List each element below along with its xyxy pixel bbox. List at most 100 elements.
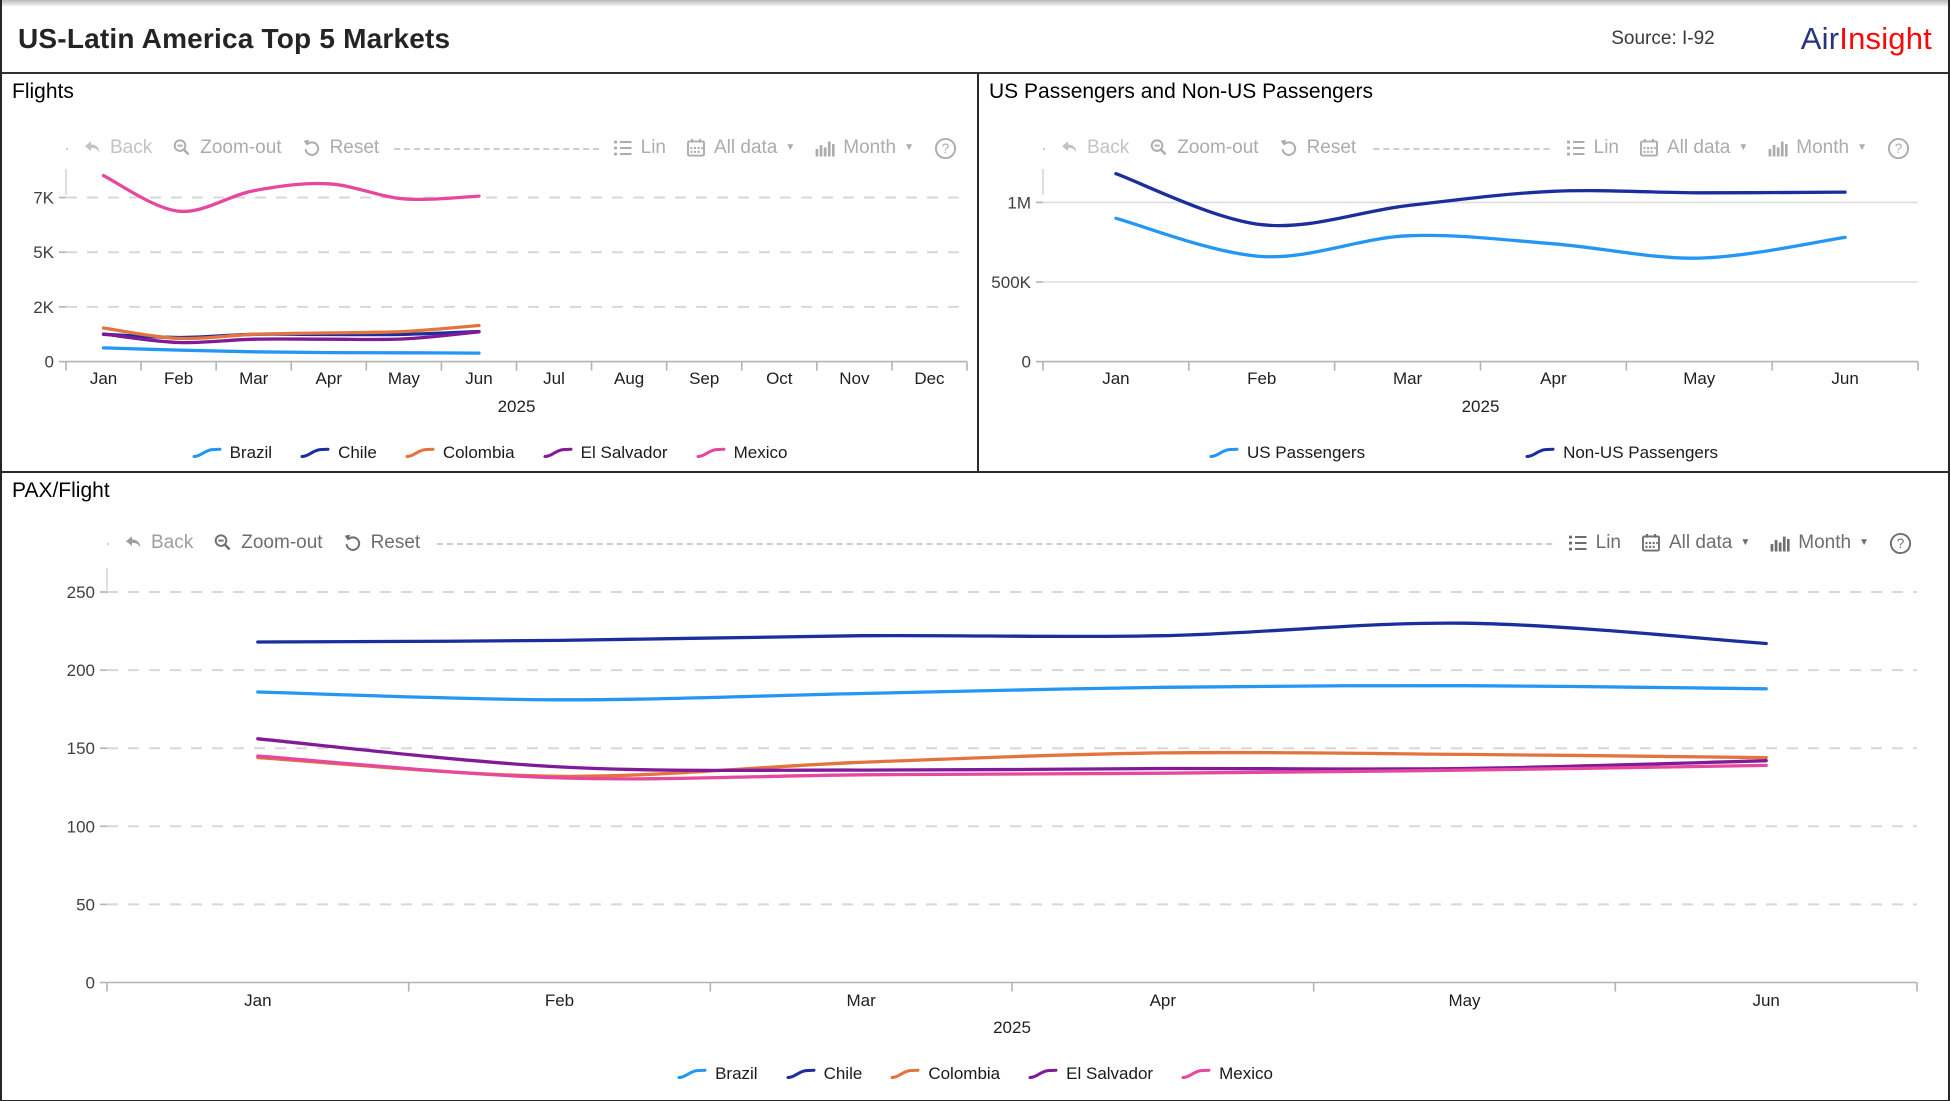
help-button[interactable]: ? xyxy=(924,134,967,162)
series-line-us-passengers xyxy=(1114,216,1847,260)
reset-button[interactable]: Reset xyxy=(291,135,390,161)
series-line-brazil xyxy=(101,346,481,355)
x-axis-label: Oct xyxy=(766,369,793,388)
month-button[interactable]: Month ▼ xyxy=(1760,530,1879,556)
legend-label: Non-US Passengers xyxy=(1563,443,1719,462)
calendar-icon xyxy=(1642,534,1660,552)
list-icon xyxy=(1568,535,1587,551)
legend-item-colombia[interactable]: Colombia xyxy=(890,1064,1001,1084)
x-axis-label: Apr xyxy=(1540,369,1567,388)
legend-item-chile[interactable]: Chile xyxy=(785,1064,863,1084)
legend-swatch-el-salvador xyxy=(1028,1068,1058,1079)
legend-item-mexico[interactable]: Mexico xyxy=(695,443,788,463)
back-button[interactable]: Back xyxy=(1049,135,1140,161)
legend-swatch-el-salvador xyxy=(543,447,573,458)
help-icon: ? xyxy=(1889,532,1912,554)
x-axis-label: May xyxy=(1683,369,1716,388)
brand-air: Air xyxy=(1800,21,1840,56)
legend-item-us-passengers[interactable]: US Passengers xyxy=(1208,443,1366,463)
zoom-out-button[interactable]: Zoom-out xyxy=(162,135,292,161)
legend-item-brazil[interactable]: Brazil xyxy=(677,1064,758,1084)
legend-item-brazil[interactable]: Brazil xyxy=(191,443,273,463)
zoom-out-button[interactable]: Zoom-out xyxy=(1139,135,1269,161)
linear-scale-button[interactable]: Lin xyxy=(1555,135,1629,161)
x-axis-label: May xyxy=(388,369,421,388)
x-axis-label: Jul xyxy=(543,369,565,388)
x-axis-label: Aug xyxy=(614,369,644,388)
calendar-icon xyxy=(687,139,705,157)
reset-label: Reset xyxy=(1306,137,1357,158)
toolbar-left-group: Back Zoom-out Reset xyxy=(1045,135,1371,161)
all-data-label: All data xyxy=(1669,532,1733,553)
legend-item-non-us-passengers[interactable]: Non-US Passengers xyxy=(1525,443,1719,463)
flights-panel: Flights Back Zoom-out xyxy=(2,74,979,471)
y-axis-label: 1M xyxy=(1007,193,1031,212)
all-data-button[interactable]: All data ▼ xyxy=(676,135,806,161)
help-button[interactable]: ? xyxy=(1879,529,1922,557)
svg-text:?: ? xyxy=(1895,141,1903,156)
legend-item-el-salvador[interactable]: El Salvador xyxy=(542,443,668,463)
legend-swatch-chile xyxy=(786,1068,816,1079)
x-axis-label: Jan xyxy=(244,991,271,1010)
back-button[interactable]: Back xyxy=(113,530,204,556)
toolbar-right-group: Lin All data ▼ xyxy=(598,134,971,162)
flights-plot-area[interactable]: 0 2K 5K 7K Jan Feb Mar Apr May Jun Jul Aug Sep Oct Nov… xyxy=(2,169,977,416)
reset-label: Reset xyxy=(370,532,421,553)
series-line-brazil xyxy=(256,683,1768,702)
back-button[interactable]: Back xyxy=(72,135,163,161)
legend-item-el-salvador[interactable]: El Salvador xyxy=(1028,1064,1154,1084)
linear-scale-button[interactable]: Lin xyxy=(1557,530,1631,556)
zoom-out-button[interactable]: Zoom-out xyxy=(203,530,333,556)
back-icon xyxy=(1062,141,1077,153)
pax-plot-area[interactable]: 0 50 100 150 200 250 Jan Feb Mar Apr May Jun 2025 xyxy=(2,568,1948,1048)
month-button[interactable]: Month ▼ xyxy=(805,135,924,161)
back-icon xyxy=(85,141,100,153)
zoom-out-label: Zoom-out xyxy=(1177,137,1259,158)
bar-chart-icon xyxy=(1768,141,1788,157)
y-axis-label: 0 xyxy=(86,974,95,993)
reset-button[interactable]: Reset xyxy=(332,530,431,556)
brand-insight: Insight xyxy=(1839,21,1932,56)
x-axis-label: May xyxy=(1448,991,1481,1010)
reset-icon xyxy=(1280,139,1296,156)
legend-label: Colombia xyxy=(442,443,515,462)
legend-item-colombia[interactable]: Colombia xyxy=(404,443,515,463)
reset-button[interactable]: Reset xyxy=(1268,135,1367,161)
legend-label: Chile xyxy=(823,1064,863,1083)
x-axis-label: Feb xyxy=(545,991,574,1010)
series-line-non-us-passengers xyxy=(1114,172,1847,228)
month-button[interactable]: Month ▼ xyxy=(1758,135,1877,161)
help-button[interactable]: ? xyxy=(1877,134,1920,162)
chevron-down-icon: ▼ xyxy=(904,141,914,153)
page-title: US-Latin America Top 5 Markets xyxy=(18,23,451,54)
passengers-chart-title: US Passengers and Non-US Passengers xyxy=(989,80,1374,103)
y-axis-label: 250 xyxy=(67,583,95,602)
chart-toolbar: Back Zoom-out Reset xyxy=(2,523,1948,563)
back-label: Back xyxy=(1087,137,1130,158)
chevron-down-icon: ▼ xyxy=(1857,141,1867,153)
x-axis-year-label: 2025 xyxy=(993,1018,1031,1037)
reset-label: Reset xyxy=(329,137,380,158)
legend-item-chile[interactable]: Chile xyxy=(300,443,377,463)
chevron-down-icon: ▼ xyxy=(1738,141,1749,153)
all-data-button[interactable]: All data ▼ xyxy=(1629,135,1759,161)
toolbar-dash-line xyxy=(1043,148,1920,150)
legend-item-mexico[interactable]: Mexico xyxy=(1181,1064,1273,1084)
chevron-down-icon: ▼ xyxy=(1740,536,1751,548)
x-axis-label: Mar xyxy=(239,369,269,388)
list-icon xyxy=(613,140,632,156)
header: US-Latin America Top 5 Markets Source: I… xyxy=(2,6,1948,74)
passengers-plot-area[interactable]: 0 500K 1M Jan Feb Mar Apr May Jun 2025 xyxy=(979,169,1948,416)
all-data-button[interactable]: All data ▼ xyxy=(1631,530,1761,556)
series-line-mexico xyxy=(101,173,481,214)
svg-text:?: ? xyxy=(1897,536,1905,551)
series-line-el-salvador xyxy=(256,737,1768,773)
linear-scale-button[interactable]: Lin xyxy=(602,135,676,161)
list-icon xyxy=(1566,140,1585,156)
reset-icon xyxy=(344,534,360,551)
back-label: Back xyxy=(151,532,194,553)
legend-label: Colombia xyxy=(928,1064,1001,1083)
bar-chart-icon xyxy=(1770,536,1790,552)
x-axis-label: Nov xyxy=(839,369,870,388)
zoom-out-label: Zoom-out xyxy=(241,532,323,553)
